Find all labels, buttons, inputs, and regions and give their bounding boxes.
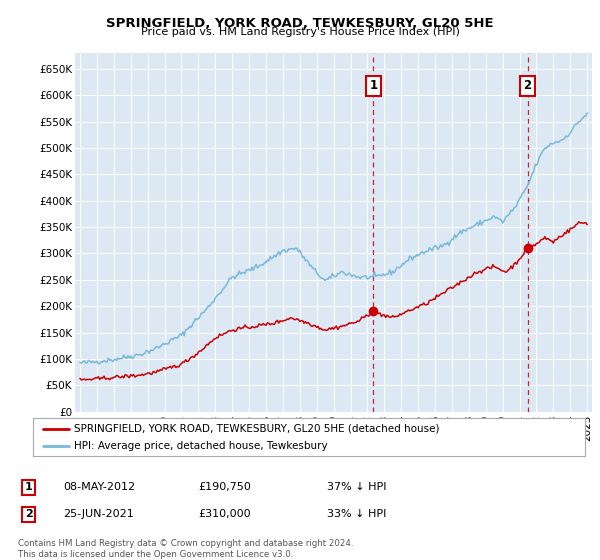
- Text: 2: 2: [524, 80, 532, 92]
- Text: HPI: Average price, detached house, Tewkesbury: HPI: Average price, detached house, Tewk…: [74, 441, 328, 451]
- Text: SPRINGFIELD, YORK ROAD, TEWKESBURY, GL20 5HE: SPRINGFIELD, YORK ROAD, TEWKESBURY, GL20…: [106, 17, 494, 30]
- Text: £190,750: £190,750: [198, 482, 251, 492]
- Text: 1: 1: [370, 80, 377, 92]
- Text: 33% ↓ HPI: 33% ↓ HPI: [327, 509, 386, 519]
- Text: Contains HM Land Registry data © Crown copyright and database right 2024.
This d: Contains HM Land Registry data © Crown c…: [18, 539, 353, 559]
- Text: Price paid vs. HM Land Registry's House Price Index (HPI): Price paid vs. HM Land Registry's House …: [140, 27, 460, 37]
- Text: SPRINGFIELD, YORK ROAD, TEWKESBURY, GL20 5HE (detached house): SPRINGFIELD, YORK ROAD, TEWKESBURY, GL20…: [74, 423, 440, 433]
- Text: 1: 1: [25, 482, 32, 492]
- Text: 08-MAY-2012: 08-MAY-2012: [63, 482, 135, 492]
- Text: 37% ↓ HPI: 37% ↓ HPI: [327, 482, 386, 492]
- Text: 2: 2: [25, 509, 32, 519]
- Text: £310,000: £310,000: [198, 509, 251, 519]
- Text: 25-JUN-2021: 25-JUN-2021: [63, 509, 134, 519]
